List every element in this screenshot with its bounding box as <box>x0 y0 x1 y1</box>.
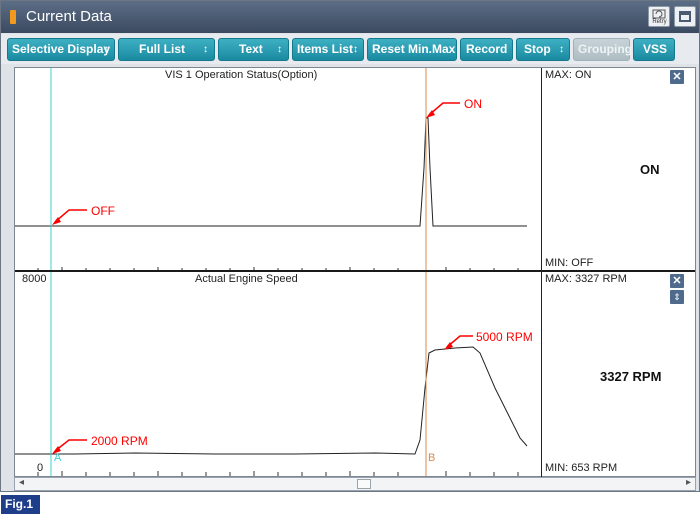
horizontal-scrollbar[interactable]: ◂ ▸ <box>14 477 696 491</box>
toolbar: Selective Display ↕ Full List ↕ Text ↕ I… <box>1 34 699 64</box>
graph1-max-label: MAX: ON <box>545 69 592 81</box>
chevron-updown-icon: ↕ <box>203 44 208 55</box>
chevron-updown-icon: ↕ <box>104 44 109 55</box>
current-data-window: Current Data Retry Selective Display ↕ F… <box>0 0 700 492</box>
graph-panel[interactable]: VIS 1 Operation Status(Option) MAX: ON M… <box>14 67 696 478</box>
scroll-thumb[interactable] <box>357 479 371 489</box>
graph2-close-icon[interactable]: ✕ <box>670 274 684 288</box>
maximize-icon <box>679 11 691 22</box>
full-list-label: Full List <box>139 42 185 56</box>
record-button[interactable]: Record <box>460 38 513 61</box>
graph2-title: Actual Engine Speed <box>195 273 298 285</box>
chevron-updown-icon: ↕ <box>559 44 564 55</box>
annotation-2000: 2000 RPM <box>91 434 148 448</box>
retry-label: Retry <box>652 19 667 25</box>
annotation-5000: 5000 RPM <box>476 330 533 344</box>
annotation-arrow-off <box>52 209 87 225</box>
selective-display-label: Selective Display <box>12 42 111 56</box>
figure-label: Fig.1 <box>1 495 40 514</box>
stop-label: Stop <box>524 42 551 56</box>
graph2-max-label: MAX: 3327 RPM <box>545 273 627 285</box>
items-list-label: Items List <box>297 42 354 56</box>
graph2-min-label: MIN: 653 RPM <box>545 462 618 474</box>
vss-button[interactable]: VSS <box>633 38 675 61</box>
annotation-arrow-2000 <box>52 439 87 454</box>
scroll-right-icon[interactable]: ▸ <box>685 477 691 488</box>
vis-signal-line <box>15 117 527 227</box>
grouping-label: Grouping <box>578 42 632 56</box>
annotation-arrow-on <box>426 102 460 118</box>
cursor-a-label: A <box>54 452 62 464</box>
engine-speed-line <box>15 346 528 455</box>
annotation-on: ON <box>464 97 482 111</box>
maximize-button[interactable] <box>674 6 696 27</box>
graph1-close-icon[interactable]: ✕ <box>670 70 684 84</box>
reset-minmax-label: Reset Min.Max <box>372 42 456 56</box>
graph2-ticks <box>37 471 519 476</box>
value-column-divider <box>541 68 542 478</box>
title-marker-icon <box>10 10 16 24</box>
full-list-button[interactable]: Full List ↕ <box>118 38 215 61</box>
graph2-current-value: 3327 RPM <box>600 369 662 384</box>
title-bar: Current Data Retry <box>1 1 699 33</box>
retry-button[interactable]: Retry <box>648 6 670 27</box>
reset-minmax-button[interactable]: Reset Min.Max <box>367 38 457 61</box>
graph-divider <box>15 270 695 272</box>
annotation-arrow-5000 <box>444 335 473 350</box>
scroll-left-icon[interactable]: ◂ <box>19 477 25 488</box>
chevron-updown-icon: ↕ <box>353 44 358 55</box>
cursor-b-label: B <box>428 452 436 464</box>
graph2-resize-icon[interactable]: ⇕ <box>670 290 684 304</box>
record-label: Record <box>466 42 508 56</box>
annotation-off: OFF <box>91 204 115 218</box>
vss-label: VSS <box>643 42 668 56</box>
window-title: Current Data <box>26 8 112 25</box>
selective-display-button[interactable]: Selective Display ↕ <box>7 38 115 61</box>
stop-button[interactable]: Stop ↕ <box>516 38 570 61</box>
graph-canvas <box>15 68 528 476</box>
chevron-updown-icon: ↕ <box>277 44 282 55</box>
graph1-min-label: MIN: OFF <box>545 257 594 269</box>
grouping-button[interactable]: Grouping <box>573 38 632 61</box>
text-label: Text <box>239 42 263 56</box>
graph1-current-value: ON <box>640 162 660 177</box>
graph1-title: VIS 1 Operation Status(Option) <box>165 69 318 81</box>
retry-icon <box>652 9 666 19</box>
text-button[interactable]: Text ↕ <box>218 38 289 61</box>
graph2-y-min: 0 <box>37 462 44 474</box>
items-list-button[interactable]: Items List ↕ <box>292 38 364 61</box>
graph2-y-max: 8000 <box>22 273 47 285</box>
